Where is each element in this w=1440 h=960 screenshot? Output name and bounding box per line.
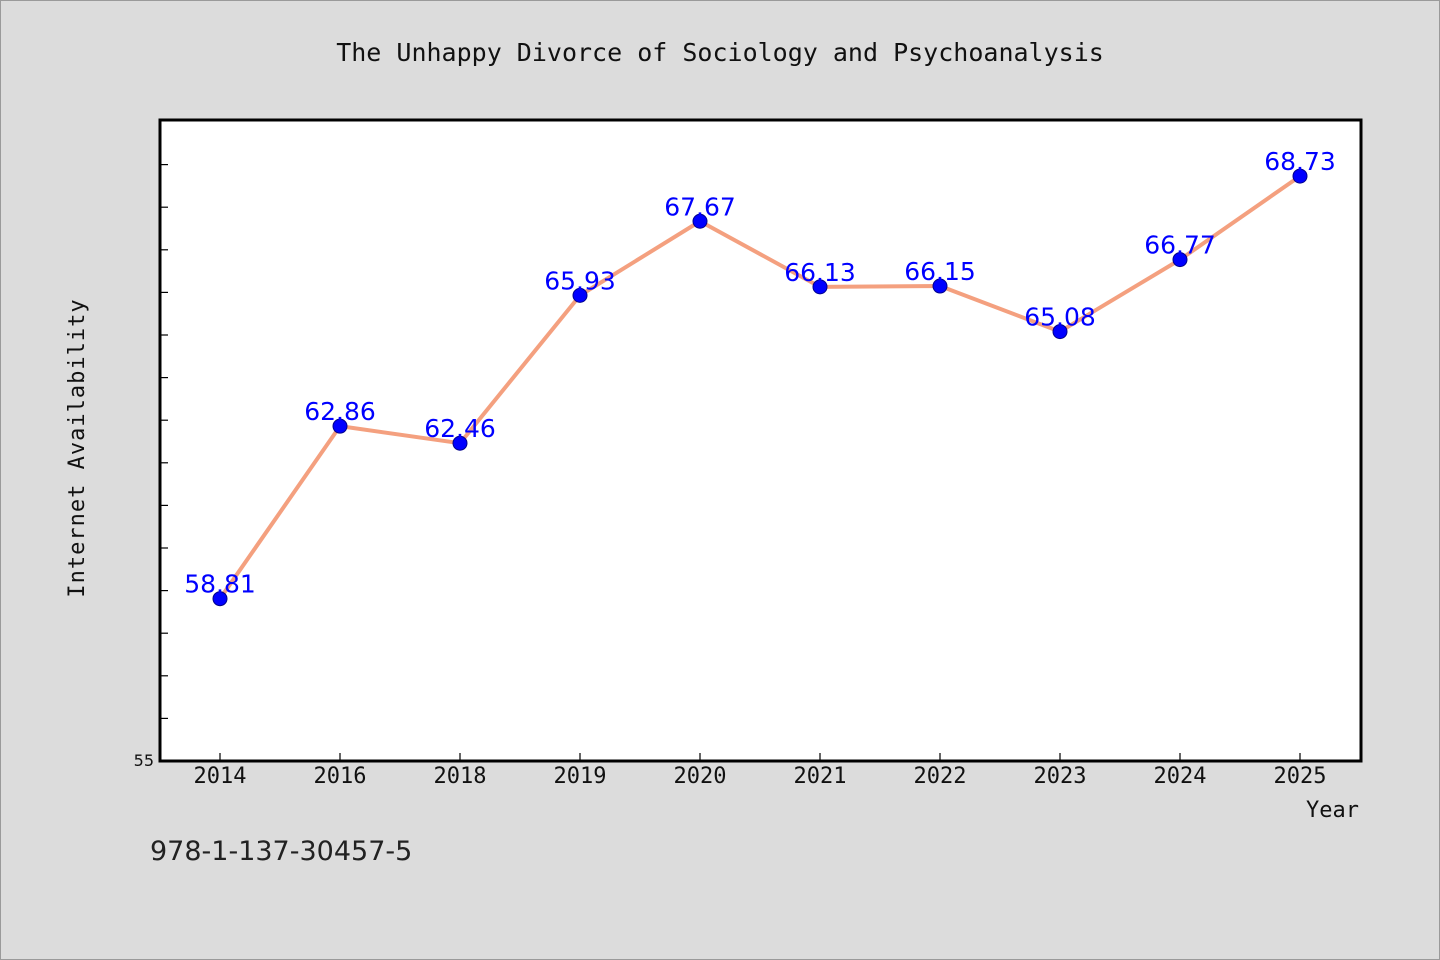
- x-tick-label-2021: 2021: [794, 764, 847, 789]
- data-label-2019: 65.93: [544, 266, 616, 295]
- x-tick-label-2018: 2018: [434, 764, 487, 789]
- y-axis-label: Internet Availability: [65, 298, 90, 597]
- data-point-2014: [212, 591, 228, 607]
- data-point-2022: [932, 278, 948, 294]
- data-point-2019: [572, 287, 588, 303]
- series-layer: 58.81 62.86 62.46 65.93 67.67 66.13 66.15 65.08…: [184, 147, 1336, 607]
- x-tick-label-2023: 2023: [1034, 764, 1087, 789]
- data-label-2018: 62.46: [424, 414, 496, 443]
- data-label-2024: 66.77: [1144, 231, 1216, 260]
- data-point-2023: [1052, 324, 1068, 340]
- data-point-2020: [692, 213, 708, 229]
- x-tick-label-2025: 2025: [1274, 764, 1327, 789]
- data-label-2025: 68.73: [1264, 147, 1336, 176]
- x-tick-label-2019: 2019: [554, 764, 607, 789]
- data-point-2024: [1172, 252, 1188, 268]
- series-line: [218, 174, 1302, 601]
- data-label-2021: 66.13: [784, 258, 856, 287]
- x-axis-ticks: 2014 2016 2018 2019 2020 2021 2022 2023 2024 2025: [194, 753, 1327, 789]
- plot-area: [158, 118, 1363, 763]
- x-tick-label-2014: 2014: [194, 764, 247, 789]
- data-label-2023: 65.08: [1024, 303, 1096, 332]
- data-point-2018: [452, 435, 468, 451]
- x-tick-label-2020: 2020: [674, 764, 727, 789]
- data-label-2020: 67.67: [664, 192, 736, 221]
- data-label-2022: 66.15: [904, 257, 976, 286]
- data-label-2016: 62.86: [304, 397, 376, 426]
- x-tick-label-2016: 2016: [314, 764, 367, 789]
- data-point-2016: [332, 418, 348, 434]
- y-axis-ticks: 55: [134, 164, 168, 770]
- x-axis-label: Year: [1306, 798, 1359, 823]
- x-tick-label-2024: 2024: [1154, 764, 1207, 789]
- data-point-2025: [1292, 168, 1308, 184]
- isbn-text: 978-1-137-30457-5: [150, 836, 413, 867]
- data-label-2014: 58.81: [184, 570, 256, 599]
- data-point-2021: [812, 279, 828, 295]
- x-tick-label-2022: 2022: [914, 764, 967, 789]
- chart-title: The Unhappy Divorce of Sociology and Psy…: [336, 38, 1104, 67]
- y-tick-label-0: 55: [134, 751, 154, 770]
